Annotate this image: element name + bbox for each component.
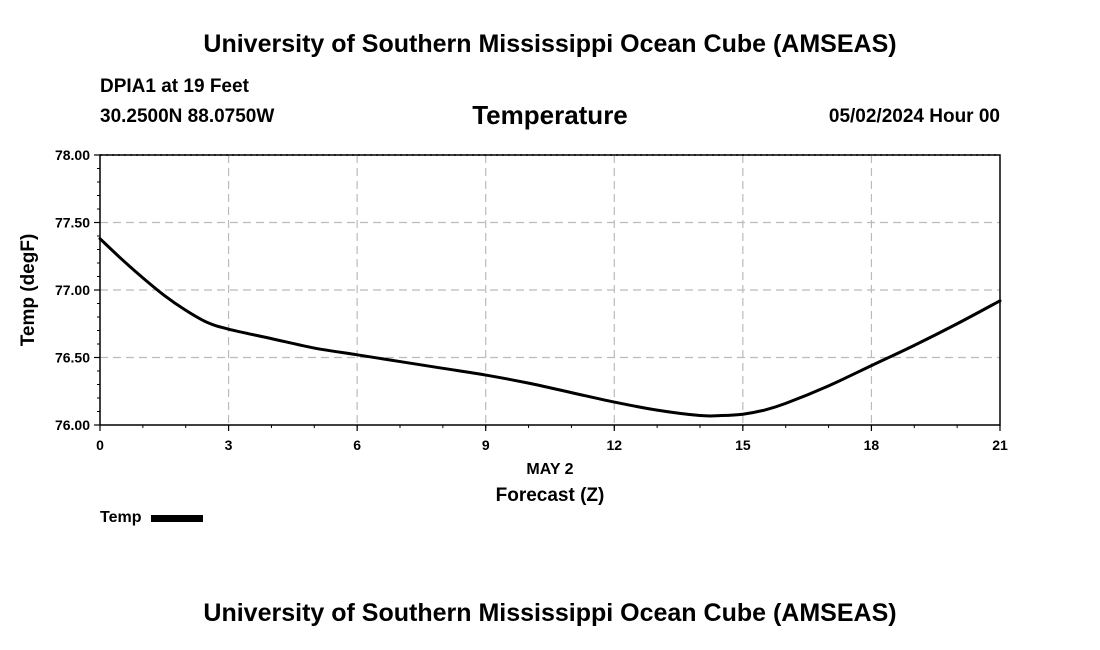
legend-label: Temp	[100, 509, 142, 526]
x-tick-labels: 0 3 6 9 12 15 18 21	[96, 437, 1008, 453]
x-tick-label: 15	[735, 437, 751, 453]
y-axis-title: Temp (degF)	[18, 234, 39, 347]
legend-line-swatch	[151, 514, 204, 522]
x-tick-label: 0	[96, 437, 104, 453]
axis-ticks	[94, 154, 1001, 431]
x-tick-label: 3	[225, 437, 233, 453]
series-line-temp	[98, 237, 1002, 418]
y-tick-labels: 76.00 76.50 77.00 77.50 78.00	[55, 147, 90, 433]
x-tick-label: 12	[606, 437, 622, 453]
header-title: University of Southern Mississippi Ocean…	[203, 30, 897, 58]
grid-lines	[100, 155, 1000, 425]
x-tick-label: 6	[353, 437, 361, 453]
legend: Temp	[100, 509, 204, 527]
temperature-chart: 0 3 6 9 12 15 18 21 76.00 76.50 77.00 77.50 78.00 M…	[18, 147, 1008, 506]
series-layer	[98, 237, 1002, 418]
y-tick-label: 76.50	[55, 350, 90, 366]
y-tick-label: 77.00	[55, 282, 90, 298]
y-tick-label: 78.00	[55, 147, 90, 163]
plot-title: Temperature	[472, 100, 628, 130]
x-tick-label: 18	[864, 437, 880, 453]
x-tick-label: 9	[482, 437, 490, 453]
footer-title: University of Southern Mississippi Ocean…	[203, 599, 897, 627]
coordinates-label: 30.2500N 88.0750W	[100, 106, 275, 127]
x-axis-title: Forecast (Z)	[496, 485, 605, 506]
x-tick-label: 21	[992, 437, 1008, 453]
x-day-label: MAY 2	[526, 461, 573, 478]
y-tick-label: 76.00	[55, 417, 90, 433]
y-tick-label: 77.50	[55, 215, 90, 231]
forecast-datetime: 05/02/2024 Hour 00	[828, 106, 1000, 127]
plot-frame	[99, 154, 1001, 426]
station-label: DPIA1 at 19 Feet	[100, 76, 249, 97]
